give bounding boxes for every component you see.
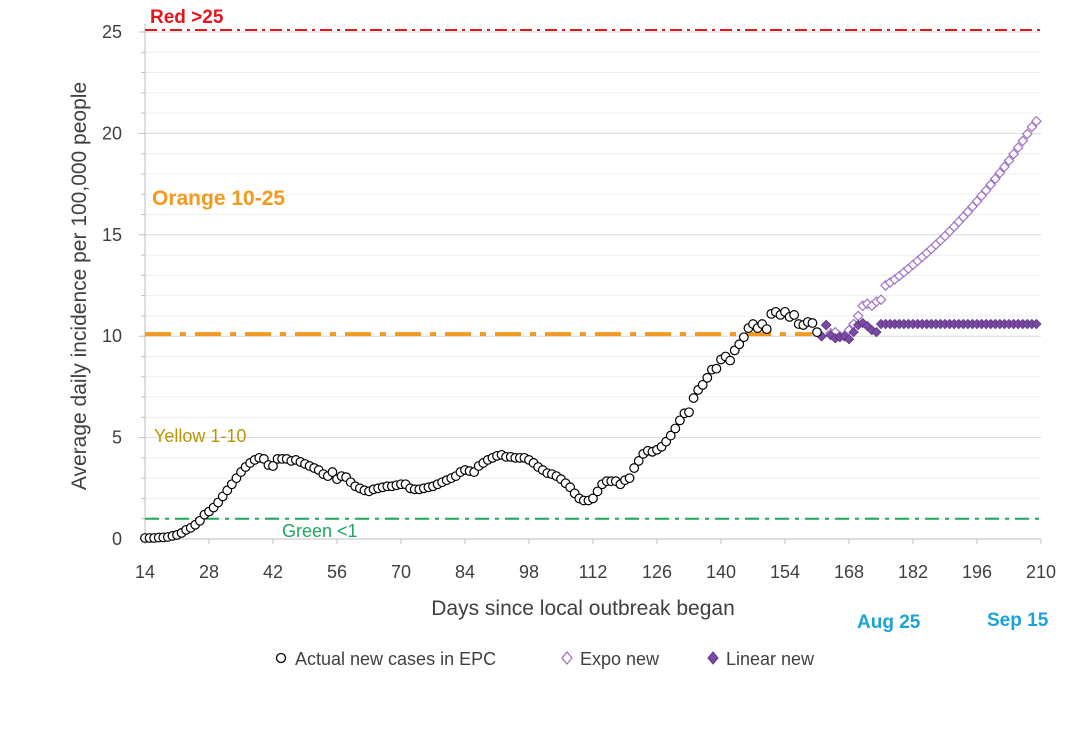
actual-point [688,393,699,403]
x-tick-label: 98 [519,562,539,582]
expo-point [989,173,1001,185]
actual-point [629,463,640,473]
x-tick-label: 28 [199,562,219,582]
actual-point [725,355,736,366]
actual-point [697,379,708,390]
actual-point [812,327,822,338]
legend-marker-filled-diamond [707,651,719,665]
legend-item-linear: Linear new [707,649,815,669]
y-tick-label: 5 [112,428,122,448]
actual-point [633,456,644,466]
actual-point [670,423,681,434]
actual-point [761,324,772,335]
expo-point [1030,115,1042,127]
expo-point [994,167,1006,179]
expo-point [852,310,864,322]
expo-point [1003,155,1015,167]
actual-point [734,339,745,350]
actual-point [588,493,598,504]
linear-point [820,319,832,331]
axes [139,24,1042,544]
expo-point [998,161,1010,173]
expo-point [1026,121,1038,133]
y-tick-label: 10 [102,326,122,346]
y-tick-label: 15 [102,225,122,245]
red-threshold-label: Red >25 [150,7,224,28]
actual-point [807,318,818,328]
expo-point [1017,135,1029,147]
actual-point [789,310,800,320]
expo-point [1012,142,1024,154]
x-tick-label: 182 [898,562,928,582]
date-annotation-aug-25: Aug 25 [857,612,921,633]
yellow-threshold-label: Yellow 1-10 [154,426,246,446]
tick-labels: 0 5 10 15 20 25 14 28 42 56 70 84 98 112 126 140 154 168 1… [102,22,1056,582]
x-tick-label: 154 [770,562,800,582]
legend-marker-open-circle [275,652,287,664]
actual-point [268,461,278,471]
x-tick-label: 70 [391,562,411,582]
actual-point [665,430,676,441]
x-tick-label: 210 [1026,562,1056,582]
x-tick-label: 14 [135,562,155,582]
threshold-lines [145,28,1041,520]
expo-point [1021,128,1033,140]
expo-point [985,179,997,191]
data-series [140,115,1042,543]
x-tick-label: 112 [579,562,608,582]
actual-point [327,467,338,477]
linear-point [1031,318,1042,330]
legend-label-expo: Expo new [580,649,660,669]
x-tick-label: 196 [962,562,992,582]
linear-point [843,334,855,345]
legend-item-expo: Expo new [561,649,660,669]
x-tick-label: 168 [834,562,864,582]
y-axis-title: Average daily incidence per 100,000 peop… [68,82,91,490]
x-tick-label: 140 [706,562,736,582]
expo-point [875,294,887,306]
green-threshold-label: Green <1 [282,521,358,541]
actual-point [684,407,694,418]
x-tick-label: 126 [642,562,672,582]
actual-point [738,332,749,343]
legend: Actual new cases in EPC Expo new Linear … [275,649,815,669]
x-axis-title: Days since local outbreak began [431,597,735,620]
linear-point [871,326,882,338]
actual-point [624,473,635,484]
grid-lines [145,31,1041,520]
actual-point [674,415,685,426]
legend-marker-open-diamond [561,650,573,666]
y-tick-label: 25 [102,22,122,42]
y-tick-label: 0 [112,529,122,549]
legend-label-linear: Linear new [726,649,815,669]
actual-point [592,486,603,497]
legend-item-actual: Actual new cases in EPC [275,649,496,669]
y-tick-label: 20 [102,123,122,143]
actual-point [702,372,713,383]
date-annotation-sep-15: Sep 15 [987,610,1049,631]
legend-label-actual: Actual new cases in EPC [295,649,496,669]
expo-point [1008,148,1020,160]
x-tick-label: 56 [327,562,347,582]
linear-point [839,331,850,342]
actual-point [711,363,722,374]
x-tick-label: 84 [455,562,475,582]
orange-threshold-label: Orange 10-25 [152,187,285,210]
expo-point [980,184,992,196]
linear-point [848,326,859,338]
x-tick-label: 42 [263,562,283,582]
